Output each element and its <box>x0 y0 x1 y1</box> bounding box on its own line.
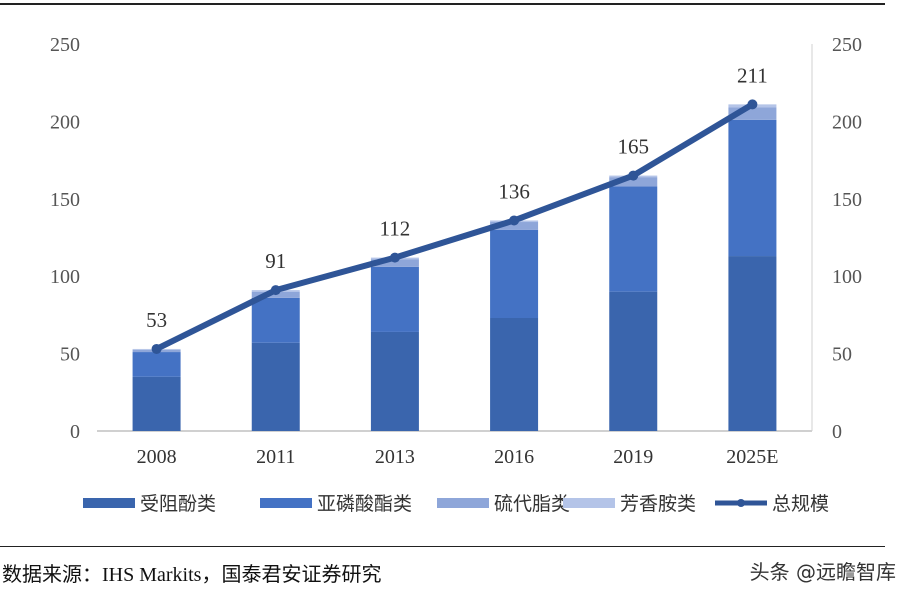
data-label: 165 <box>618 135 650 159</box>
bar-segment <box>251 297 300 343</box>
line-point <box>270 285 281 296</box>
x-tick-label: 2019 <box>613 446 653 468</box>
y-tick-label: 50 <box>60 344 80 366</box>
bar-segment <box>490 229 539 318</box>
stacked-bar-line-chart: 0 50 100 150 200 250 0 50 100 150 200 250 2008 2011 20… <box>50 34 862 515</box>
line-point <box>747 99 758 110</box>
bar-segment <box>490 317 539 431</box>
data-label: 53 <box>146 308 167 332</box>
bar-segment <box>370 259 419 267</box>
legend-label: 亚磷酸酯类 <box>317 493 412 515</box>
legend-label: 受阻酚类 <box>140 493 216 515</box>
bar-segment <box>728 256 777 431</box>
x-tick-label: 2013 <box>375 446 415 468</box>
bar-segment <box>132 352 181 377</box>
legend-marker <box>737 499 745 507</box>
legend-swatch <box>83 498 135 508</box>
line-point <box>628 170 639 181</box>
data-label: 136 <box>498 179 530 203</box>
y-tick-label: 0 <box>70 421 80 443</box>
bar-segment <box>609 186 658 292</box>
legend-label: 芳香胺类 <box>620 493 696 515</box>
source-note: 数据来源：IHS Markits，国泰君安证券研究 <box>2 564 382 586</box>
line-point <box>151 343 162 354</box>
x-tick-label: 2025E <box>726 446 778 468</box>
bar-segment <box>728 119 777 257</box>
bar-segment <box>251 342 300 431</box>
legend-label: 总规模 <box>772 493 829 515</box>
y-tick-label: 200 <box>50 111 80 133</box>
y2-tick-label: 250 <box>832 34 862 56</box>
y2-tick-label: 150 <box>832 189 862 211</box>
watermark: 头条 @远瞻智库 <box>749 560 896 584</box>
bar-segment <box>370 266 419 332</box>
line-point <box>509 215 520 226</box>
top-rule <box>0 3 885 5</box>
bar-segment <box>132 376 181 431</box>
y-tick-label: 150 <box>50 189 80 211</box>
data-label: 91 <box>265 249 286 273</box>
legend-swatch <box>437 498 489 508</box>
bar-segment <box>609 291 658 431</box>
bar-segment <box>370 331 419 431</box>
data-label: 211 <box>737 63 768 87</box>
legend-swatch <box>260 498 312 508</box>
data-label: 112 <box>380 217 411 241</box>
y2-tick-label: 200 <box>832 111 862 133</box>
y2-tick-label: 50 <box>832 344 852 366</box>
bar-segment <box>609 177 658 187</box>
legend-label: 硫代脂类 <box>494 493 570 515</box>
y2-tick-label: 0 <box>832 421 842 443</box>
x-tick-label: 2011 <box>256 446 295 468</box>
x-tick-label: 2008 <box>137 446 177 468</box>
total-line <box>155 101 754 352</box>
y-tick-label: 250 <box>50 34 80 56</box>
x-tick-label: 2016 <box>494 446 534 468</box>
line-point <box>389 252 400 263</box>
legend-swatch <box>563 498 615 508</box>
y-tick-label: 100 <box>50 266 80 288</box>
bottom-rule <box>0 546 885 547</box>
bar-segment <box>490 222 539 230</box>
y2-tick-label: 100 <box>832 266 862 288</box>
